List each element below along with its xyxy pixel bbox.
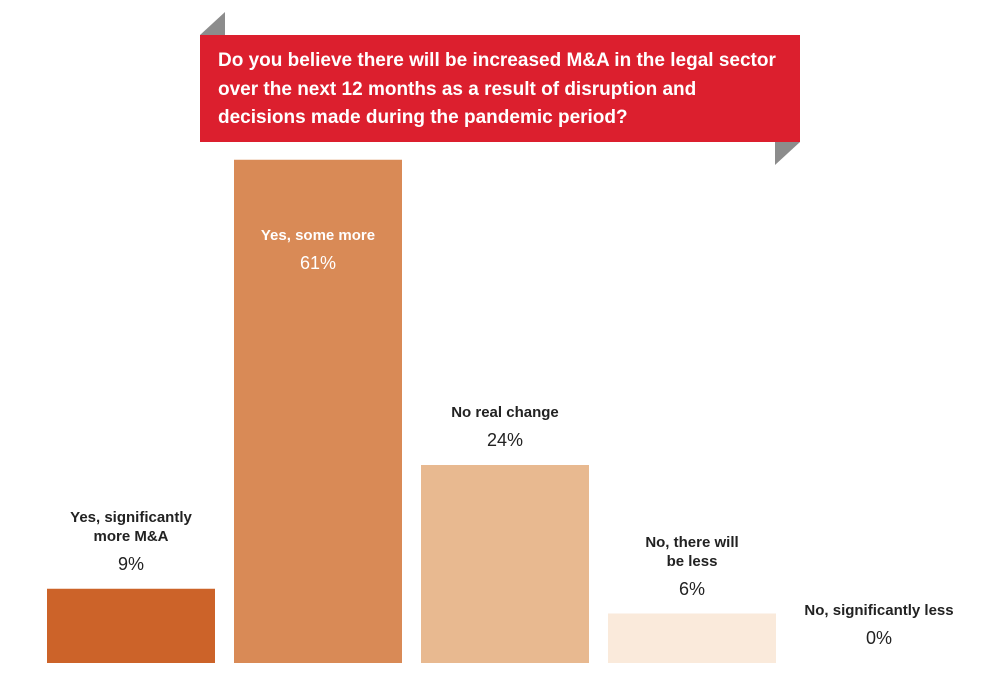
- bar-label: Yes, some more 61%: [234, 226, 402, 274]
- value-label: 6%: [678, 578, 705, 599]
- bar-label: No, significantly less 0%: [795, 601, 963, 649]
- category-label: No real change: [451, 404, 559, 421]
- bar-label: Yes, significantly more M&A 9%: [47, 508, 215, 575]
- bar-label: No, there will be less 6%: [608, 533, 776, 600]
- banner: [200, 35, 800, 142]
- value-label: 0%: [865, 628, 892, 648]
- category-label: Yes, some more: [260, 226, 376, 244]
- bar-label: No real change 24%: [421, 403, 589, 451]
- bar: [47, 588, 215, 663]
- category-label: No, there will be less: [645, 533, 739, 570]
- bar: [608, 613, 776, 663]
- category-label: No, significantly less: [804, 602, 954, 619]
- value-label: 61%: [299, 252, 337, 273]
- category-label: Yes, significantly more M&A: [70, 508, 192, 545]
- banner-fold: [775, 142, 800, 165]
- bar: [421, 465, 589, 663]
- banner-fold: [200, 12, 225, 35]
- chart-title: Do you believe there will be increased M…: [218, 50, 776, 128]
- bar: [234, 159, 402, 663]
- value-label: 24%: [486, 430, 524, 450]
- value-label: 9%: [117, 553, 144, 574]
